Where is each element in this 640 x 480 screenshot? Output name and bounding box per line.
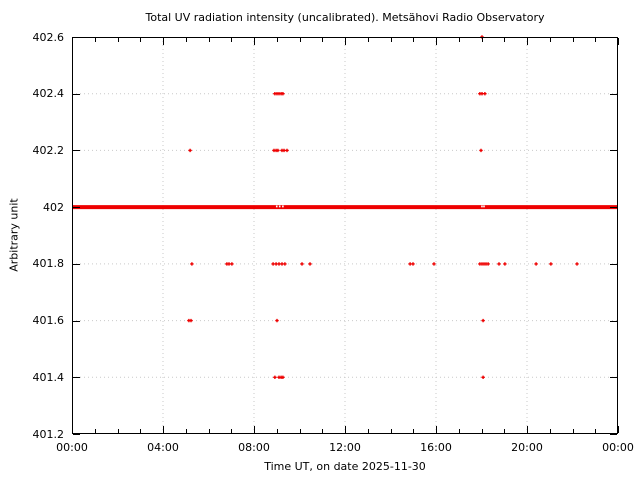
chart-title: Total UV radiation intensity (uncalibrat…: [145, 11, 545, 24]
plot-frame: [72, 37, 618, 434]
baseline-speckle: [483, 205, 485, 208]
baseline-speckle: [481, 205, 483, 208]
y-tick-label: 401.8: [32, 257, 65, 271]
x-tick-label: 00:00: [56, 441, 88, 454]
y-tick-label: 402.2: [32, 143, 65, 157]
x-tick-label: 20:00: [511, 441, 543, 454]
y-tick-label: 401.2: [32, 427, 65, 441]
y-tick-label: 401.6: [32, 314, 65, 328]
x-tick-label: 00:00: [602, 441, 634, 454]
x-tick-label: 16:00: [420, 441, 452, 454]
baseline-speckle: [278, 205, 281, 208]
y-tick-label: 402.4: [32, 87, 65, 101]
y-tick-label: 401.4: [32, 370, 65, 384]
baseline-speckle: [275, 205, 278, 208]
baseline-speckle: [282, 205, 284, 208]
y-tick-label: 402: [43, 200, 64, 214]
x-tick-label: 04:00: [147, 441, 179, 454]
x-tick-label: 08:00: [238, 441, 270, 454]
y-tick-label: 402.6: [32, 30, 65, 44]
x-axis-label: Time UT, on date 2025-11-30: [264, 460, 426, 473]
x-tick-label: 12:00: [329, 441, 361, 454]
